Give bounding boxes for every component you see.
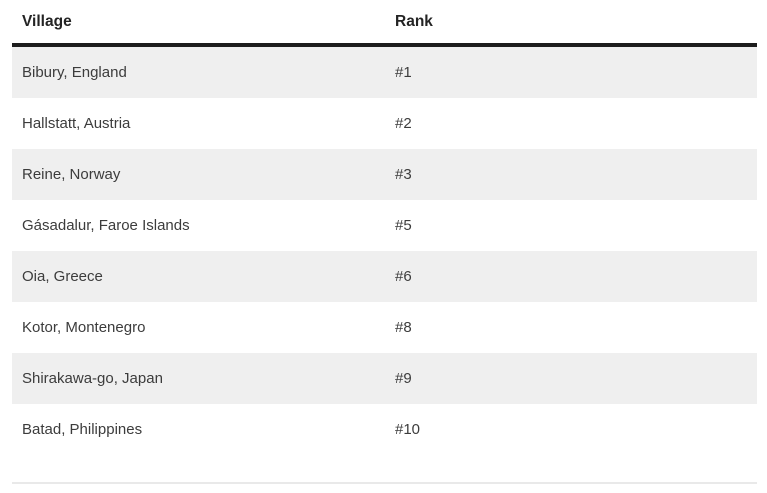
- rankings-table-container: Village Rank Bibury, England #1 Hallstat…: [12, 0, 757, 455]
- table-body: Bibury, England #1 Hallstatt, Austria #2…: [12, 45, 757, 455]
- rank-cell: #9: [395, 370, 412, 387]
- village-cell: Kotor, Montenegro: [22, 319, 146, 336]
- column-header-rank: Rank: [385, 0, 757, 47]
- table-row: Bibury, England #1: [12, 45, 757, 98]
- village-cell: Hallstatt, Austria: [22, 115, 131, 132]
- rank-cell: #1: [395, 64, 412, 81]
- village-cell: Bibury, England: [22, 64, 127, 81]
- column-header-village: Village: [12, 0, 385, 47]
- village-cell: Reine, Norway: [22, 166, 121, 183]
- table-row: Reine, Norway #3: [12, 149, 757, 200]
- rank-cell: #3: [395, 166, 412, 183]
- rank-cell: #10: [395, 421, 421, 438]
- table-header-row: Village Rank: [12, 0, 757, 47]
- table-row: Hallstatt, Austria #2: [12, 98, 757, 149]
- rank-cell: #5: [395, 217, 412, 234]
- table-row: Batad, Philippines #10: [12, 404, 757, 455]
- table-header: Village Rank: [12, 0, 757, 47]
- village-cell: Gásadalur, Faroe Islands: [22, 217, 190, 234]
- table-row: Kotor, Montenegro #8: [12, 302, 757, 353]
- village-cell: Shirakawa-go, Japan: [22, 370, 163, 387]
- village-cell: Batad, Philippines: [22, 421, 143, 438]
- bottom-divider: [12, 482, 757, 484]
- village-rankings-table: Village Rank Bibury, England #1 Hallstat…: [12, 0, 757, 455]
- rank-cell: #6: [395, 268, 412, 285]
- village-cell: Oia, Greece: [22, 268, 103, 285]
- table-row: Oia, Greece #6: [12, 251, 757, 302]
- rank-cell: #2: [395, 115, 412, 132]
- rank-cell: #8: [395, 319, 412, 336]
- table-row: Gásadalur, Faroe Islands #5: [12, 200, 757, 251]
- table-row: Shirakawa-go, Japan #9: [12, 353, 757, 404]
